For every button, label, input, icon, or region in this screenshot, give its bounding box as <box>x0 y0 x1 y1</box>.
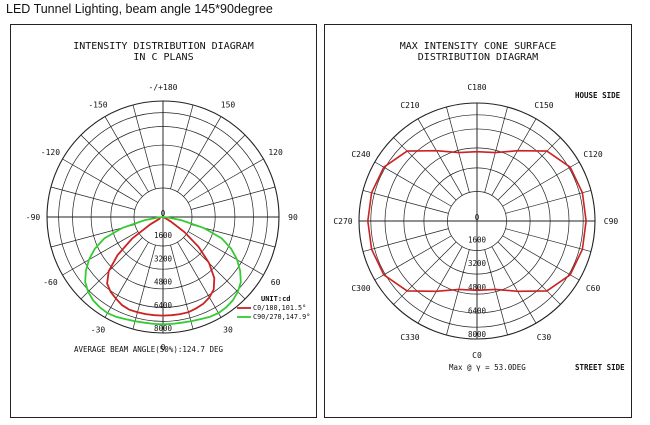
unit-label: UNIT:cd <box>261 295 291 303</box>
grid-spoke <box>393 241 457 305</box>
grid-spoke <box>505 228 592 252</box>
grid-spoke <box>505 190 592 214</box>
max-intensity-cone-curve <box>366 149 587 293</box>
house-side-label: HOUSE SIDE <box>575 91 621 100</box>
legend-label: C90/270,147.9° <box>253 313 310 321</box>
grid-spoke <box>446 249 470 336</box>
legend-label: C0/180,101.5° <box>253 304 306 312</box>
grid-spoke <box>183 237 246 300</box>
angle-tick-label: -150 <box>88 100 107 109</box>
cone-radial-tick-label: 1600 <box>468 236 487 245</box>
grid-spoke <box>132 244 156 330</box>
cone-radial-tick-label: 3200 <box>468 259 487 268</box>
angle-tick-label: 90 <box>288 213 298 222</box>
radial-tick-label: 4800 <box>154 278 173 287</box>
cone-angle-label: C300 <box>351 284 370 293</box>
grid-spoke <box>362 190 449 214</box>
angle-tick-label: -60 <box>43 278 58 287</box>
grid-spoke <box>502 235 580 281</box>
grid-spoke <box>183 134 246 197</box>
grid-spoke <box>417 118 463 196</box>
c0-180-curve <box>106 216 216 317</box>
grid-spoke <box>484 106 508 193</box>
grid-spoke <box>187 231 264 276</box>
grid-spoke <box>62 158 139 203</box>
angle-tick-label: 60 <box>271 278 281 287</box>
angle-tick-label: -90 <box>26 213 41 222</box>
grid-spoke <box>177 116 222 193</box>
angle-tick-label: 150 <box>221 100 236 109</box>
grid-spoke <box>50 186 136 210</box>
grid-spoke <box>502 161 580 207</box>
left-chart-title-line1: INTENSITY DISTRIBUTION DIAGRAM <box>73 41 254 52</box>
cone-surface-panel: MAX INTENSITY CONE SURFACE DISTRIBUTION … <box>324 24 632 418</box>
angle-tick-label: -/+180 <box>149 83 178 92</box>
radial-tick-label: 0 <box>161 209 166 218</box>
cone-angle-label: C210 <box>400 101 419 110</box>
grid-spoke <box>484 249 508 336</box>
grid-spoke <box>393 137 457 201</box>
cone-angle-label: C330 <box>400 333 419 342</box>
average-beam-angle: AVERAGE BEAM ANGLE(50%):124.7 DEG <box>74 345 223 354</box>
grid-spoke <box>497 137 561 201</box>
cone-radial-tick-label: 4800 <box>468 283 487 292</box>
cone-angle-label: C30 <box>537 333 552 342</box>
max-gamma-label: Max @ γ = 53.0DEG <box>449 363 526 372</box>
grid-spoke <box>177 241 222 318</box>
cone-angle-label: C90 <box>604 217 619 226</box>
cone-angle-label: C150 <box>534 101 553 110</box>
radial-tick-label: 3200 <box>154 254 173 263</box>
radial-tick-label: 6400 <box>154 301 173 310</box>
grid-spoke <box>80 237 143 300</box>
cone-angle-label: C270 <box>333 217 352 226</box>
page-caption: LED Tunnel Lighting, beam angle 145*90de… <box>6 2 273 16</box>
angle-tick-label: 0 <box>161 343 166 352</box>
grid-spoke <box>80 134 143 197</box>
cone-angle-label: C240 <box>351 150 370 159</box>
right-chart-title-line2: DISTRIBUTION DIAGRAM <box>417 52 539 63</box>
intensity-distribution-panel: INTENSITY DISTRIBUTION DIAGRAM IN C PLAN… <box>10 24 317 418</box>
grid-spoke <box>170 104 194 190</box>
grid-spoke <box>132 104 156 190</box>
grid-spoke <box>104 241 149 318</box>
radial-tick-label: 1600 <box>154 231 173 240</box>
angle-tick-label: -120 <box>41 148 60 157</box>
grid-spoke <box>446 106 470 193</box>
grid-spoke <box>62 231 139 276</box>
grid-spoke <box>374 235 452 281</box>
grid-spoke <box>374 161 452 207</box>
grid-spoke <box>497 241 561 305</box>
cone-radial-tick-label: 0 <box>475 213 480 222</box>
cone-radial-tick-label: 6400 <box>468 306 487 315</box>
radial-tick-label: 8000 <box>154 324 173 333</box>
cone-angle-label: C120 <box>583 150 602 159</box>
cone-angle-label: C60 <box>586 284 601 293</box>
grid-spoke <box>362 228 449 252</box>
grid-spoke <box>190 186 276 210</box>
grid-spoke <box>417 246 463 324</box>
grid-spoke <box>491 246 537 324</box>
angle-tick-label: 30 <box>223 326 233 335</box>
cone-angle-label: C0 <box>472 351 482 360</box>
grid-spoke <box>104 116 149 193</box>
right-chart-title-line1: MAX INTENSITY CONE SURFACE <box>399 41 557 52</box>
cone-angle-label: C180 <box>467 83 486 92</box>
cone-polar-chart: C0 C30 C60 C90 C120 C150 C180 C210 C240 C270 C300 C… <box>333 83 625 372</box>
angle-tick-label: 120 <box>268 148 283 157</box>
grid-spoke <box>187 158 264 203</box>
grid-spoke <box>491 118 537 196</box>
left-chart-title-line2: IN C PLANS <box>133 52 194 63</box>
intensity-polar-chart: 0 30 60 90 120 150 -/+180 -150 -120 -90 -60 -30 0 160… <box>26 83 311 354</box>
grid-spoke <box>170 244 194 330</box>
street-side-label: STREET SIDE <box>575 363 625 372</box>
angle-tick-label: -30 <box>91 326 106 335</box>
cone-radial-tick-label: 8000 <box>468 330 487 339</box>
c90-270-curve <box>84 216 242 326</box>
